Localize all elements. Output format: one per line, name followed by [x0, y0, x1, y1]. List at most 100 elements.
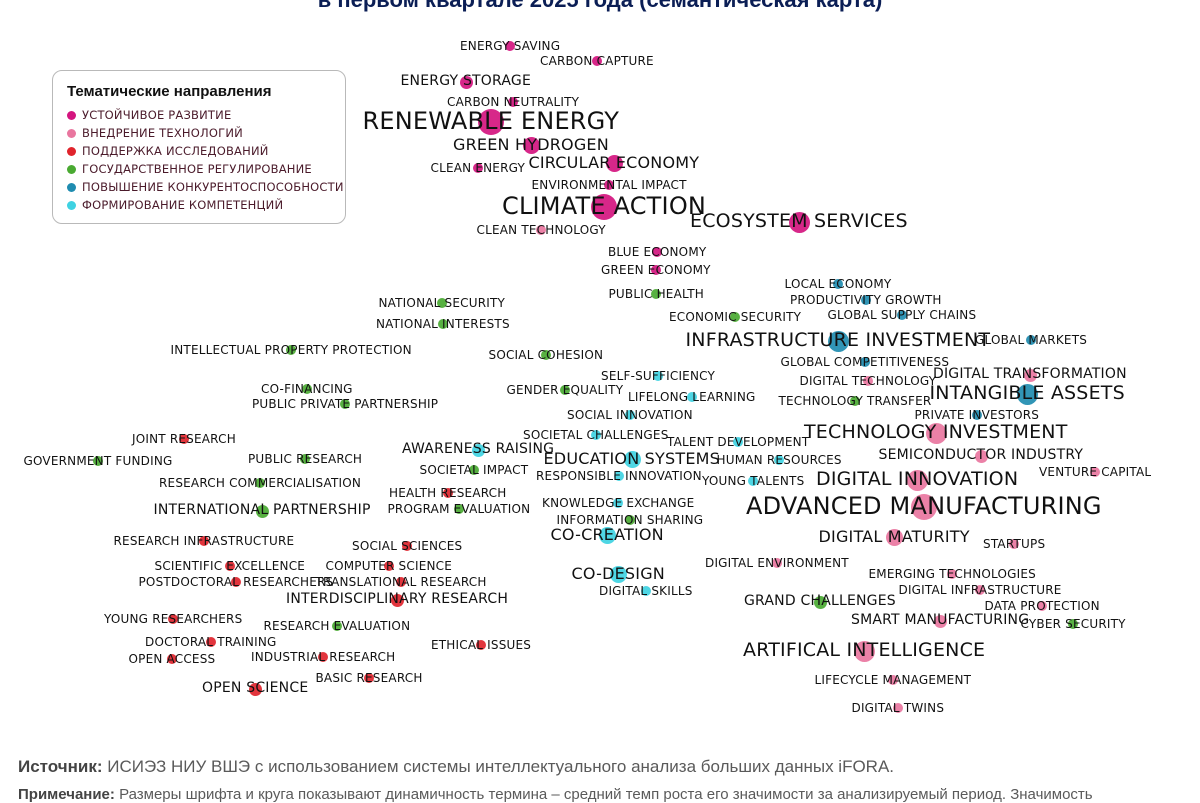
term-dot-icon: [286, 345, 296, 355]
footer-note-label: Примечание:: [18, 786, 115, 803]
term-dot-icon: [199, 536, 209, 546]
term-dot-icon: [592, 56, 602, 66]
legend-swatch-icon: [67, 146, 76, 156]
term-label: GREEN HYDROGEN: [453, 135, 609, 155]
term-dot-icon: [225, 561, 235, 571]
term-label: PRODUCTIVITY GROWTH: [790, 292, 942, 307]
term-label: RESEARCH INFRASTRUCTURE: [113, 533, 295, 548]
term-dot-icon: [1037, 601, 1047, 611]
legend-item-competitiveness: ПОВЫШЕНИЕ КОНКУРЕНТОСПОСОБНОСТИ: [67, 178, 345, 196]
term-dot-icon: [850, 396, 860, 406]
term-label: TALENT DEVELOPMENT: [667, 434, 810, 449]
term-label: DOCTORAL TRAINING: [145, 634, 277, 649]
term-label: CARBON CAPTURE: [540, 53, 654, 68]
term-dot-icon: [651, 265, 661, 275]
term-label: PUBLIC HEALTH: [608, 286, 704, 301]
term-label: GLOBAL COMPETITIVENESS: [780, 354, 950, 369]
term-label: CIRCULAR ECONOMY: [528, 153, 700, 173]
term-dot-icon: [364, 673, 374, 683]
term-label: RESEARCH EVALUATION: [263, 618, 411, 633]
term-label: EDUCATION SYSTEMS: [543, 449, 720, 469]
term-label: BASIC RESEARCH: [315, 670, 423, 685]
footer-source: Источник: ИСИЭЗ НИУ ВШЭ с использованием…: [18, 757, 894, 777]
term-dot-icon: [454, 504, 464, 514]
term-dot-icon: [443, 488, 453, 498]
term-dot-icon: [1026, 335, 1036, 345]
term-dot-icon: [625, 410, 635, 420]
term-label: PUBLIC RESEARCH: [248, 451, 363, 466]
term-dot-icon: [609, 565, 627, 583]
term-dot-icon: [248, 682, 262, 696]
term-label: LOCAL ECONOMY: [784, 276, 892, 291]
term-dot-icon: [318, 652, 328, 662]
term-dot-icon: [605, 154, 623, 172]
term-label: PROGRAM EVALUATION: [387, 501, 531, 516]
term-label: INTELLECTUAL PROPERTY PROTECTION: [170, 342, 412, 357]
term-dot-icon: [833, 279, 843, 289]
legend-item-technology-adoption: ВНЕДРЕНИЕ ТЕХНОЛОГИЙ: [67, 124, 345, 142]
term-label: AWARENESS RAISING: [402, 441, 555, 458]
term-dot-icon: [560, 385, 570, 395]
legend-item-sustainable-development: УСТОЙЧИВОЕ РАЗВИТИЕ: [67, 106, 345, 124]
term-label: ADVANCED MANUFACTURING: [746, 492, 1102, 521]
term-label: RENEWABLE ENERGY: [362, 107, 620, 136]
term-dot-icon: [653, 371, 663, 381]
term-label: GLOBAL MARKETS: [975, 332, 1088, 347]
term-label: SEMICONDUCTOR INDUSTRY: [878, 447, 1084, 464]
term-label: JOINT RESEARCH: [132, 431, 236, 446]
term-label: OPEN SCIENCE: [202, 680, 309, 697]
term-label: ECOSYSTEM SERVICES: [690, 210, 908, 233]
legend-item-government-regulation: ГОСУДАРСТВЕННОЕ РЕГУЛИРОВАНИЕ: [67, 160, 345, 178]
footer-source-label: Источник:: [18, 757, 103, 776]
term-dot-icon: [459, 75, 473, 89]
term-label: GOVERNMENT FUNDING: [23, 453, 173, 468]
term-dot-icon: [860, 357, 870, 367]
term-label: RESPONSIBLE INNOVATION: [536, 468, 702, 483]
term-dot-icon: [885, 528, 903, 546]
term-label: SELF-SUFFICIENCY: [601, 368, 716, 383]
term-dot-icon: [384, 561, 394, 571]
term-label: ETHICAL ISSUES: [431, 637, 532, 652]
term-label: INTERNATIONAL PARTNERSHIP: [153, 502, 371, 519]
term-dot-icon: [1016, 383, 1038, 405]
legend-label: ПОВЫШЕНИЕ КОНКУРЕНТОСПОСОБНОСТИ: [82, 180, 344, 194]
term-label: GLOBAL SUPPLY CHAINS: [827, 307, 977, 322]
legend-swatch-icon: [67, 182, 76, 192]
term-dot-icon: [975, 585, 985, 595]
term-dot-icon: [1023, 368, 1037, 382]
term-dot-icon: [469, 465, 479, 475]
term-label: INTANGIBLE ASSETS: [929, 382, 1125, 405]
term-label: DATA PROTECTION: [984, 598, 1100, 613]
term-dot-icon: [774, 455, 784, 465]
term-dot-icon: [748, 476, 758, 486]
term-label: RESEARCH COMMERCIALISATION: [159, 475, 362, 490]
term-dot-icon: [438, 319, 448, 329]
term-label: SCIENTIFIC EXCELLENCE: [154, 558, 306, 573]
term-dot-icon: [604, 180, 614, 190]
term-label: ENVIRONMENTAL IMPACT: [531, 177, 687, 192]
term-dot-icon: [906, 469, 928, 491]
term-label: TECHNOLOGY TRANSFER: [778, 393, 932, 408]
map-title: в первом квартале 2025 года (семантическ…: [0, 0, 1200, 13]
term-label: SOCIETAL CHALLENGES: [523, 427, 669, 442]
term-label: DIGITAL TECHNOLOGY: [799, 373, 937, 388]
term-label: SOCIETAL IMPACT: [419, 462, 529, 477]
term-dot-icon: [168, 614, 178, 624]
term-label: CARBON NEUTRALITY: [447, 94, 580, 109]
term-dot-icon: [332, 621, 342, 631]
term-dot-icon: [340, 399, 350, 409]
term-label: COMPUTER SCIENCE: [325, 558, 453, 573]
term-label: DIGITAL TWINS: [851, 700, 945, 715]
term-label: INTERDISCIPLINARY RESEARCH: [286, 591, 509, 608]
term-dot-icon: [625, 515, 635, 525]
legend-label: ПОДДЕРЖКА ИССЛЕДОВАНИЙ: [82, 144, 269, 158]
term-label: CLEAN TECHNOLOGY: [476, 222, 606, 237]
term-label: SOCIAL SCIENCES: [352, 538, 463, 553]
term-dot-icon: [947, 569, 957, 579]
term-label: ECONOMIC SECURITY: [669, 309, 802, 324]
term-label: VENTURE CAPITAL: [1039, 464, 1152, 479]
term-label: INDUSTRIAL RESEARCH: [251, 649, 396, 664]
term-label: CLIMATE ACTION: [502, 192, 707, 221]
term-dot-icon: [623, 450, 641, 468]
term-label: ENERGY SAVING: [460, 38, 561, 53]
